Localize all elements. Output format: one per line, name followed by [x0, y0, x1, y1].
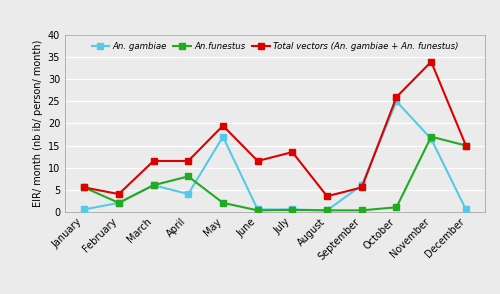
An.funestus	[254, 209, 260, 212]
An.funestus	[150, 183, 156, 187]
An. gambiae	[116, 201, 122, 205]
Line: Total vectors (An. gambiae + An. funestus): Total vectors (An. gambiae + An. funestu…	[82, 59, 468, 199]
An. gambiae	[290, 208, 296, 211]
An.funestus	[324, 209, 330, 212]
An.funestus	[394, 206, 400, 209]
An. gambiae	[254, 208, 260, 211]
An. gambiae	[324, 209, 330, 212]
Total vectors (An. gambiae + An. funestus)	[324, 195, 330, 198]
Total vectors (An. gambiae + An. funestus)	[394, 95, 400, 99]
An. gambiae	[150, 183, 156, 187]
An.funestus	[81, 186, 87, 189]
An.funestus	[290, 208, 296, 212]
An.funestus	[463, 144, 469, 147]
Total vectors (An. gambiae + An. funestus)	[290, 150, 296, 154]
Line: An.funestus: An.funestus	[82, 134, 468, 213]
Total vectors (An. gambiae + An. funestus)	[428, 60, 434, 64]
Total vectors (An. gambiae + An. funestus)	[150, 159, 156, 163]
An.funestus	[116, 201, 122, 205]
An.funestus	[428, 135, 434, 138]
An.funestus	[359, 209, 365, 212]
Line: An. gambiae: An. gambiae	[82, 99, 468, 213]
Total vectors (An. gambiae + An. funestus)	[116, 192, 122, 196]
Total vectors (An. gambiae + An. funestus)	[359, 186, 365, 189]
An.funestus	[220, 201, 226, 205]
An. gambiae	[220, 135, 226, 138]
An. gambiae	[185, 192, 191, 196]
Total vectors (An. gambiae + An. funestus)	[81, 186, 87, 189]
Total vectors (An. gambiae + An. funestus)	[254, 159, 260, 163]
An. gambiae	[463, 208, 469, 211]
An. gambiae	[394, 100, 400, 103]
Total vectors (An. gambiae + An. funestus)	[185, 159, 191, 163]
Y-axis label: EIR/ month (nb ib/ person/ month): EIR/ month (nb ib/ person/ month)	[34, 40, 43, 207]
Legend: An. gambiae, An.funestus, Total vectors (An. gambiae + An. funestus): An. gambiae, An.funestus, Total vectors …	[89, 40, 461, 54]
An. gambiae	[359, 183, 365, 187]
Total vectors (An. gambiae + An. funestus)	[463, 144, 469, 147]
An.funestus	[185, 175, 191, 178]
An. gambiae	[81, 208, 87, 211]
An. gambiae	[428, 137, 434, 141]
Total vectors (An. gambiae + An. funestus)	[220, 124, 226, 127]
